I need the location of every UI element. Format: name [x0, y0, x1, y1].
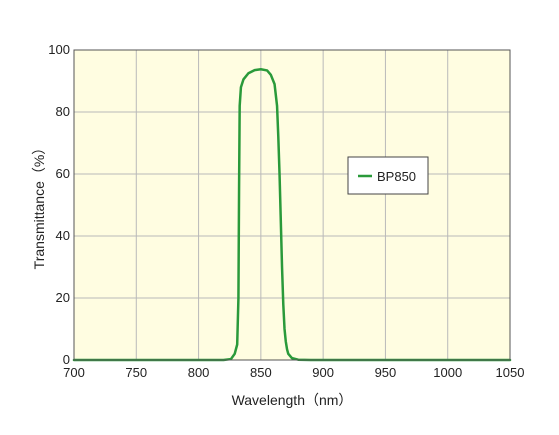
x-tick-label: 750 [125, 365, 147, 380]
y-axis-title: Transmittance（%） [31, 141, 47, 270]
y-tick-label: 40 [56, 228, 70, 243]
series-layer [72, 67, 512, 362]
legend: BP850 [347, 156, 429, 195]
x-tick-label: 850 [250, 365, 272, 380]
tick-labels: 700 750 800 850 900 950 1000 1050 0 20 40 60 80 100 [48, 42, 524, 380]
x-tick-label: 800 [188, 365, 210, 380]
x-tick-label: 900 [312, 365, 334, 380]
grid-lines [74, 50, 510, 360]
series-line-bp850 [72, 67, 512, 362]
x-tick-label: 1050 [496, 365, 525, 380]
y-tick-label: 80 [56, 104, 70, 119]
y-tick-label: 0 [63, 352, 70, 367]
y-tick-label: 60 [56, 166, 70, 181]
legend-label-bp850: BP850 [377, 169, 416, 184]
x-tick-label: 1000 [433, 365, 462, 380]
y-tick-label: 100 [48, 42, 70, 57]
plot-background [74, 50, 510, 360]
x-tick-label: 950 [375, 365, 397, 380]
plot-frame [73, 49, 511, 361]
y-tick-label: 20 [56, 290, 70, 305]
x-tick-label: 700 [63, 365, 85, 380]
x-axis-title: Wavelength（nm） [232, 392, 353, 408]
